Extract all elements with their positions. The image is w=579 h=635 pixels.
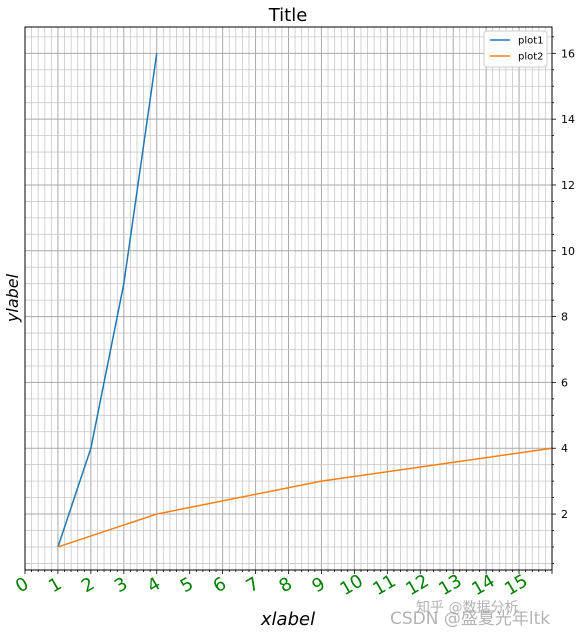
grid-lines xyxy=(24,27,553,570)
y-tick-label: 8 xyxy=(561,311,568,324)
watermark-csdn: CSDN @盛夏光年ltk xyxy=(390,609,551,629)
y-tick-label: 4 xyxy=(561,442,568,455)
y-tick-label: 12 xyxy=(561,179,575,192)
y-tick-label: 10 xyxy=(561,245,575,258)
series-lines xyxy=(57,53,553,548)
y-axis: 2 4 6 8 10 12 14 16 xyxy=(552,36,575,564)
series-line-plot1 xyxy=(57,53,158,548)
legend: plot1 plot2 xyxy=(483,30,548,68)
chart-title: Title xyxy=(268,5,308,26)
watermark-zhihu: 知乎 @数据分析 xyxy=(416,600,519,616)
y-tick-label: 14 xyxy=(561,113,575,126)
x-axis-label: xlabel xyxy=(260,609,315,630)
legend-label-plot1: plot1 xyxy=(518,36,544,47)
series-line-plot2 xyxy=(57,447,553,548)
legend-label-plot2: plot2 xyxy=(518,52,544,63)
y-tick-label: 16 xyxy=(561,47,575,60)
y-tick-label: 6 xyxy=(561,376,568,389)
y-axis-label: ylabel xyxy=(3,273,22,323)
y-tick-label: 2 xyxy=(561,508,568,521)
